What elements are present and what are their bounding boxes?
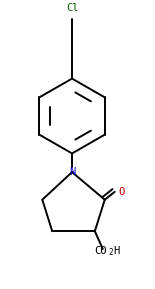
Text: Cl: Cl	[66, 3, 78, 13]
Text: O: O	[119, 187, 125, 197]
Text: H: H	[114, 246, 120, 256]
Text: 2: 2	[109, 248, 113, 257]
Text: CO: CO	[94, 246, 106, 256]
Text: N: N	[69, 167, 75, 177]
